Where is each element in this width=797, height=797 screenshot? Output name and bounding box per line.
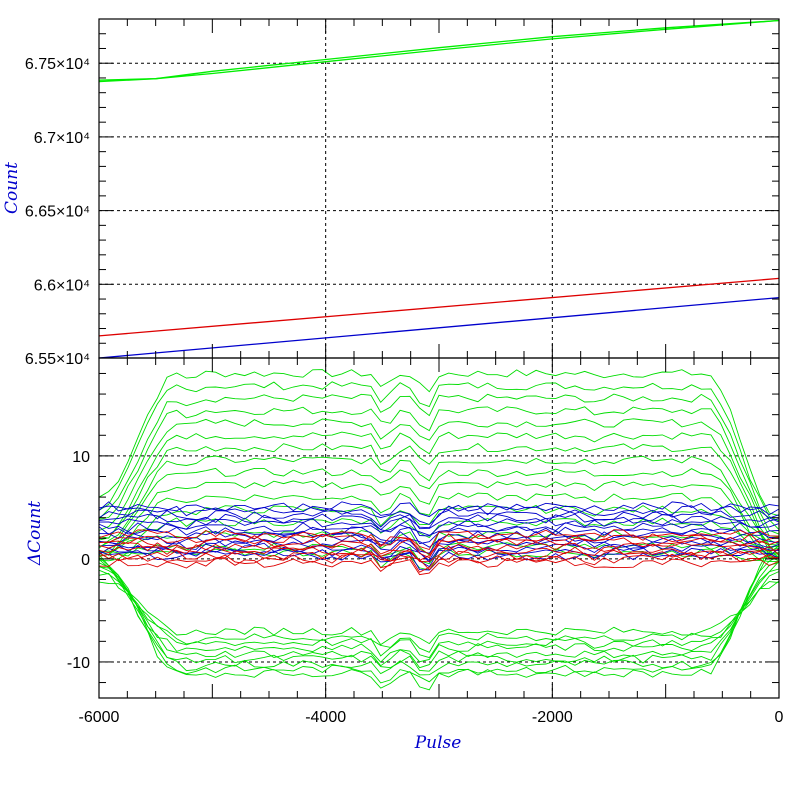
bottom-series-line-2-8 bbox=[98, 534, 780, 554]
top-y-tick-label: 6.55×10⁴ bbox=[25, 351, 90, 368]
top-y-tick-label: 6.65×10⁴ bbox=[25, 204, 90, 221]
bottom-series-line-1-8 bbox=[98, 543, 780, 691]
bottom-series-line-0-7 bbox=[98, 455, 780, 549]
bottom-series-line-2-5 bbox=[98, 522, 780, 536]
bottom-series-line-2-11 bbox=[98, 546, 780, 568]
bottom-series-line-0-3 bbox=[98, 406, 780, 535]
x-tick-label: -2000 bbox=[532, 709, 573, 726]
tick-marks bbox=[98, 18, 780, 698]
bottom-series-line-2-7 bbox=[98, 530, 780, 548]
x-tick-label: 0 bbox=[775, 709, 784, 726]
x-axis-title: Pulse bbox=[414, 733, 462, 753]
top-series-line-2 bbox=[98, 277, 780, 337]
bottom-series-line-3-4 bbox=[98, 545, 780, 563]
bottom-series-line-3-2 bbox=[98, 537, 780, 559]
bottom-series-line-2-0 bbox=[98, 501, 780, 518]
bottom-series-line-2-4 bbox=[98, 517, 780, 537]
tick-labels: 6.55×10⁴ 6.6×10⁴ 6.65×10⁴ 6.7×10⁴ 6.75×10⁴ -1… bbox=[25, 56, 784, 726]
x-tick-label: -6000 bbox=[79, 709, 120, 726]
bottom-series-line-3-0 bbox=[98, 529, 780, 551]
bottom-series-line-2-3 bbox=[98, 513, 780, 531]
bottom-series-line-0-6 bbox=[98, 442, 780, 546]
top-y-axis-title: Count bbox=[2, 162, 22, 214]
bottom-series-line-1-1 bbox=[98, 572, 780, 653]
bottom-series-line-3-3 bbox=[98, 542, 780, 561]
bottom-series-line-1-4 bbox=[98, 560, 780, 669]
top-series-line-1 bbox=[98, 19, 780, 83]
bottom-y-axis-title: ΔCount bbox=[25, 501, 45, 566]
bottom-series-line-1-3 bbox=[98, 565, 780, 663]
x-tick-label: -4000 bbox=[305, 709, 346, 726]
bottom-series-line-0-1 bbox=[98, 381, 780, 522]
top-y-tick-label: 6.75×10⁴ bbox=[25, 56, 90, 73]
bottom-series-line-3-1 bbox=[98, 533, 780, 555]
bottom-series-line-0-12 bbox=[98, 517, 780, 558]
top-panel-grid bbox=[99, 19, 779, 358]
bottom-y-tick-label: -10 bbox=[67, 655, 90, 672]
bottom-series-line-3-5 bbox=[98, 549, 780, 571]
bottom-y-tick-label: 0 bbox=[81, 552, 90, 569]
bottom-series-line-1-5 bbox=[98, 562, 780, 672]
bottom-series-line-3-7 bbox=[98, 557, 780, 576]
bottom-series-line-0-2 bbox=[98, 393, 780, 530]
bottom-series-line-2-2 bbox=[98, 509, 780, 529]
bottom-series-line-0-9 bbox=[98, 480, 780, 556]
bottom-series-line-1-0 bbox=[98, 580, 780, 646]
bottom-series-line-3-6 bbox=[98, 553, 780, 573]
top-y-tick-label: 6.6×10⁴ bbox=[34, 277, 90, 294]
bottom-series-line-0-4 bbox=[98, 418, 780, 538]
bottom-series-line-0-5 bbox=[98, 431, 780, 545]
bottom-y-tick-label: 10 bbox=[72, 449, 90, 466]
top-y-tick-label: 6.7×10⁴ bbox=[34, 130, 90, 147]
bottom-series-line-0-10 bbox=[98, 492, 780, 557]
bottom-series-line-0-8 bbox=[98, 467, 780, 551]
